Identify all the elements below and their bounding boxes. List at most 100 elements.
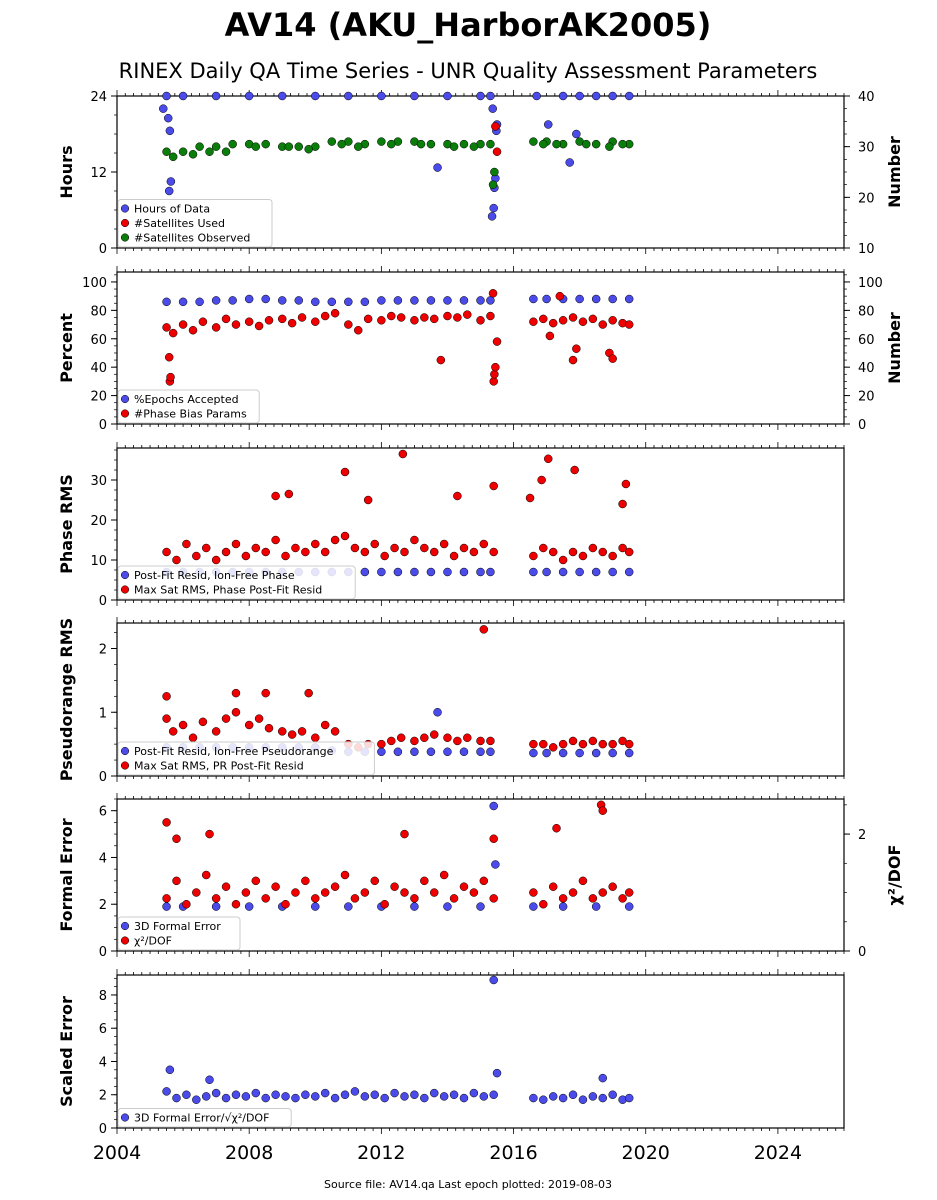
- y-tick-label: 8: [99, 989, 107, 1004]
- y-tick-label: 80: [90, 304, 107, 319]
- y-axis-label: Phase RMS: [57, 474, 76, 574]
- data-point-red: [162, 714, 171, 723]
- data-point-blue: [165, 1065, 175, 1075]
- data-point-blue: [320, 1088, 330, 1098]
- data-point-red: [486, 311, 495, 321]
- data-point-red: [168, 328, 178, 338]
- legend-label: Max Sat RMS, PR Post-Fit Resid: [134, 760, 304, 773]
- y-tick-label: 0: [99, 418, 107, 433]
- data-point-red: [469, 888, 479, 897]
- data-point-red: [490, 370, 499, 379]
- data-point-red: [608, 551, 617, 561]
- panel-3: 0 10 20 30 Phase RMS Post-Fit Resid, Ion-Free…: [57, 442, 845, 609]
- data-point-red: [443, 311, 452, 321]
- y-tick-label: 2: [99, 643, 107, 658]
- y-tick-label: 2: [99, 1089, 107, 1104]
- data-point-red: [291, 888, 300, 897]
- data-point-red: [201, 543, 211, 553]
- data-point-red: [529, 888, 538, 897]
- data-point-red: [539, 739, 548, 749]
- data-point-blue: [426, 747, 436, 757]
- y-tick-label: 0: [99, 242, 107, 257]
- data-point-green: [490, 167, 499, 177]
- data-point-blue: [624, 91, 634, 101]
- data-point-red: [277, 314, 287, 324]
- data-point-blue: [443, 747, 452, 757]
- data-point-blue: [340, 1090, 350, 1099]
- data-point-red: [182, 539, 191, 549]
- data-point-blue: [294, 296, 303, 305]
- data-point-red: [264, 316, 274, 325]
- data-point-red: [548, 743, 558, 752]
- data-point-red: [618, 543, 627, 553]
- y-right-tick-label: 30: [858, 141, 875, 156]
- data-point-red: [548, 318, 558, 328]
- data-point-red: [221, 547, 231, 557]
- data-point-blue: [459, 567, 469, 577]
- data-point-red: [410, 894, 419, 903]
- data-point-red: [624, 739, 634, 749]
- data-point-red: [311, 539, 320, 549]
- data-point-green: [211, 142, 221, 151]
- legend-marker: [120, 746, 130, 756]
- data-point-blue: [575, 294, 584, 304]
- data-point-red: [377, 316, 386, 325]
- data-point-red: [552, 823, 561, 833]
- data-point-red: [231, 539, 241, 549]
- data-point-blue: [608, 748, 617, 758]
- data-point-blue: [476, 747, 485, 757]
- data-point-blue: [251, 1088, 261, 1098]
- data-point-red: [529, 551, 538, 561]
- data-point-red: [311, 894, 320, 903]
- y-axis-label: Hours: [57, 145, 76, 198]
- x-tick-label: 2016: [489, 1142, 537, 1164]
- data-point-red: [568, 355, 578, 365]
- data-point-red: [387, 736, 396, 746]
- data-point-green: [337, 139, 346, 149]
- data-point-blue: [624, 748, 634, 758]
- data-point-red: [539, 899, 548, 909]
- data-point-blue: [558, 91, 568, 101]
- data-point-blue: [277, 91, 287, 101]
- data-point-green: [377, 137, 386, 146]
- data-point-blue: [558, 902, 568, 911]
- y-right-tick-label: 80: [858, 304, 875, 319]
- data-point-red: [543, 454, 553, 464]
- data-point-red: [488, 289, 498, 298]
- data-point-blue: [377, 91, 386, 101]
- data-point-green: [416, 139, 426, 149]
- data-point-blue: [410, 567, 419, 577]
- data-point-blue: [558, 1093, 568, 1103]
- data-point-red: [311, 317, 320, 326]
- data-point-red: [578, 876, 588, 886]
- data-point-blue: [439, 1092, 449, 1101]
- data-point-green: [353, 142, 363, 151]
- data-point-red: [198, 717, 208, 727]
- data-point-red: [429, 888, 439, 897]
- legend-box: [117, 389, 260, 424]
- x-tick-label: 2004: [93, 1142, 141, 1164]
- data-point-red: [221, 882, 231, 891]
- data-point-blue: [476, 567, 485, 577]
- data-point-blue: [608, 294, 617, 304]
- data-point-red: [162, 547, 171, 557]
- y-tick-label: 6: [99, 805, 107, 820]
- data-point-blue: [532, 91, 541, 101]
- data-point-blue: [327, 297, 337, 307]
- data-point-red: [360, 547, 370, 557]
- legend-label: #Satellites Used: [134, 217, 225, 230]
- data-point-red: [162, 894, 171, 903]
- data-point-blue: [195, 297, 204, 307]
- y-tick-label: 20: [90, 390, 107, 405]
- data-point-red: [340, 870, 350, 880]
- data-point-red: [320, 888, 330, 897]
- legend-marker: [120, 204, 130, 213]
- data-point-red: [377, 739, 386, 749]
- data-point-red: [271, 535, 280, 545]
- data-point-blue: [488, 104, 497, 113]
- y-tick-label: 1: [99, 706, 107, 721]
- data-point-red: [241, 551, 251, 561]
- data-point-red: [570, 465, 579, 475]
- data-point-blue: [211, 91, 221, 101]
